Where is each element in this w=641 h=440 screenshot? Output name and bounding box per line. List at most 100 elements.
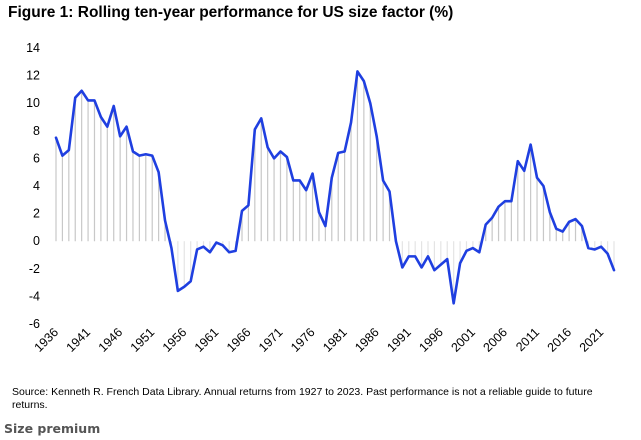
y-tick-label: -6 (29, 317, 40, 331)
data-point (157, 171, 159, 173)
data-point (209, 251, 211, 253)
y-tick-label: -4 (29, 289, 40, 303)
data-point (337, 152, 339, 154)
data-point (420, 266, 422, 268)
x-tick-label: 1981 (320, 325, 350, 355)
data-point (215, 241, 217, 243)
x-tick-label: 2011 (513, 325, 542, 354)
data-point (228, 251, 230, 253)
x-tick-label: 1996 (416, 325, 446, 355)
data-point (343, 150, 345, 152)
data-point (93, 99, 95, 101)
data-point (74, 96, 76, 98)
chart-title: Figure 1: Rolling ten-year performance f… (8, 4, 454, 21)
data-point (299, 179, 301, 181)
data-point (132, 150, 134, 152)
data-point (561, 230, 563, 232)
data-point (55, 137, 57, 139)
x-tick-label: 2006 (481, 325, 511, 355)
x-tick-label: 1941 (64, 325, 94, 355)
data-point (311, 172, 313, 174)
y-tick-label: 6 (33, 151, 40, 165)
x-axis: 1936 1941 1946 1951 1956 1961 1966 1971 1976 1981… (32, 325, 607, 355)
data-point (427, 255, 429, 257)
y-tick-label: 4 (33, 179, 40, 193)
series-line-layer (54, 70, 616, 305)
data-point (356, 70, 358, 72)
data-point (542, 185, 544, 187)
data-point (433, 269, 435, 271)
data-point (222, 244, 224, 246)
y-axis: 14 12 10 8 6 4 2 0 -2 -4 -6 (26, 41, 40, 331)
data-point (568, 221, 570, 223)
data-point (202, 246, 204, 248)
data-point (504, 200, 506, 202)
y-tick-label: -2 (29, 262, 40, 276)
x-tick-label: 2016 (545, 325, 575, 355)
y-tick-label: 12 (26, 69, 40, 83)
data-point (80, 90, 82, 92)
y-tick-label: 8 (33, 124, 40, 138)
data-point (189, 280, 191, 282)
data-point (491, 217, 493, 219)
data-point (363, 80, 365, 82)
data-point (331, 177, 333, 179)
data-point (529, 143, 531, 145)
data-point (318, 211, 320, 213)
y-tick-label: 10 (26, 96, 40, 110)
x-tick-label: 1991 (384, 325, 414, 355)
data-point (587, 247, 589, 249)
data-point (151, 154, 153, 156)
x-tick-label: 2001 (448, 325, 478, 355)
data-point (260, 117, 262, 119)
area-fill-layer (55, 71, 615, 304)
source-note: Source: Kenneth R. French Data Library. … (12, 386, 593, 411)
data-point (452, 302, 454, 304)
x-tick-label: 1986 (352, 325, 382, 355)
data-point (440, 263, 442, 265)
data-point (183, 286, 185, 288)
data-point (292, 179, 294, 181)
data-point (170, 247, 172, 249)
data-point (555, 228, 557, 230)
data-point (119, 135, 121, 137)
data-point (68, 149, 70, 151)
x-tick-label: 1961 (192, 325, 222, 355)
data-point (350, 121, 352, 123)
figure-caption: Size premium (4, 421, 101, 436)
size-premium-line (54, 70, 616, 305)
data-point (485, 223, 487, 225)
data-point (549, 211, 551, 213)
x-tick-label: 1966 (224, 325, 254, 355)
data-point (369, 102, 371, 104)
x-tick-label: 1976 (288, 325, 318, 355)
data-point (388, 190, 390, 192)
data-point (375, 135, 377, 137)
x-tick-label: 1951 (128, 325, 158, 355)
data-point (382, 179, 384, 181)
data-point (472, 247, 474, 249)
data-point (177, 290, 179, 292)
data-point (196, 248, 198, 250)
y-tick-label: 0 (33, 234, 40, 248)
data-point (61, 154, 63, 156)
data-point (247, 204, 249, 206)
data-point (266, 146, 268, 148)
data-point (594, 248, 596, 250)
data-point (106, 125, 108, 127)
data-point (446, 258, 448, 260)
data-point (164, 219, 166, 221)
data-point (324, 225, 326, 227)
data-point (241, 210, 243, 212)
data-point (273, 157, 275, 159)
size-premium-chart: 14 12 10 8 6 4 2 0 -2 -4 -6 1936 1941 1946 1951 1956 19… (26, 41, 616, 355)
data-point (510, 200, 512, 202)
data-point (395, 240, 397, 242)
data-point (100, 116, 102, 118)
x-tick-label: 1956 (160, 325, 190, 355)
data-point (465, 250, 467, 252)
data-point (497, 206, 499, 208)
data-point (138, 154, 140, 156)
data-point (414, 255, 416, 257)
data-point (517, 160, 519, 162)
